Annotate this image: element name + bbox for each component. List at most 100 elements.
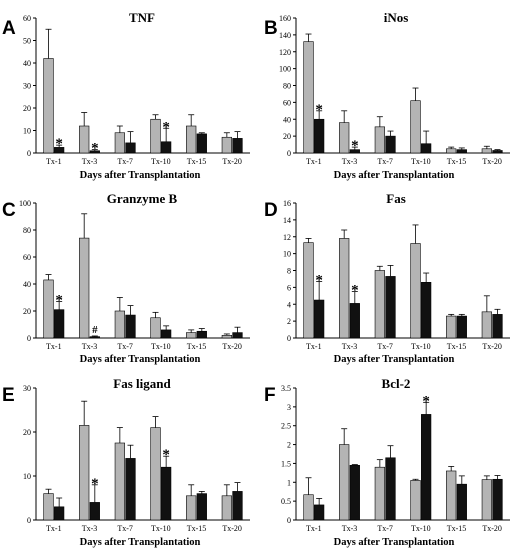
bar-series-b xyxy=(54,309,65,339)
bar-series-b xyxy=(385,135,396,154)
x-tick-label: Tx-10 xyxy=(151,342,171,351)
y-tick-label: 0 xyxy=(287,516,291,525)
panel-label-d: D xyxy=(264,200,278,221)
panel-title-c: Granzyme B xyxy=(106,191,178,206)
bar-series-a xyxy=(150,118,161,154)
chart-fas: 0 2 4 6 8 10 12 14 16 Tx-1 Tx-3 Tx-7 Tx-10 Tx-15 Tx-20… xyxy=(283,199,510,351)
bar-series-a xyxy=(481,479,492,521)
chart-fas-ligand: 0 10 20 30 Tx-1 Tx-3 Tx-7 Tx-10 Tx-15 Tx-20 * * xyxy=(23,384,250,533)
bar-series-b xyxy=(314,118,325,154)
bar-series-a xyxy=(446,148,457,154)
y-tick-label: 160 xyxy=(279,14,291,23)
bar-series-a xyxy=(114,310,125,339)
y-tick-label: 14 xyxy=(283,216,291,225)
y-tick-label: 50 xyxy=(23,37,31,46)
significance-marker: * xyxy=(315,272,323,288)
y-tick-label: 60 xyxy=(283,98,291,107)
significance-marker: # xyxy=(92,324,98,336)
y-tick-label: 20 xyxy=(23,104,31,113)
x-tick-label: Tx-7 xyxy=(377,342,393,351)
x-tick-label: Tx-3 xyxy=(82,342,98,351)
bar-series-b xyxy=(314,299,325,339)
y-tick-label: 10 xyxy=(283,250,291,259)
x-axis-label-a: Days after Transplantation xyxy=(79,170,201,181)
bar-series-a xyxy=(221,335,232,339)
bar-series-a xyxy=(339,122,350,154)
bar-series-a xyxy=(221,136,232,154)
y-tick-label: 0.5 xyxy=(281,497,291,506)
y-tick-label: 20 xyxy=(23,307,31,316)
significance-marker: * xyxy=(162,447,170,463)
bar-series-b xyxy=(421,282,432,339)
bar-series-a xyxy=(79,125,90,154)
y-tick-label: 0 xyxy=(287,149,291,158)
panel-title-f: Bcl-2 xyxy=(381,376,411,391)
x-tick-label: Tx-15 xyxy=(447,157,467,166)
bar-series-b xyxy=(161,141,172,154)
y-tick-label: 60 xyxy=(23,253,31,262)
bar-series-b xyxy=(456,315,467,339)
bar-series-a xyxy=(43,279,54,339)
bar-series-a xyxy=(221,495,232,521)
significance-marker: * xyxy=(55,293,63,309)
x-tick-label: Tx-20 xyxy=(222,342,242,351)
y-tick-label: 16 xyxy=(283,199,291,208)
x-tick-label: Tx-15 xyxy=(187,342,207,351)
x-tick-label: Tx-20 xyxy=(482,157,502,166)
y-tick-label: 80 xyxy=(23,226,31,235)
bar-series-b xyxy=(196,330,207,339)
x-axis-label-f: Days after Transplantation xyxy=(333,537,455,548)
significance-marker: * xyxy=(422,393,430,409)
x-tick-label: Tx-15 xyxy=(187,524,207,533)
x-axis-label-c: Days after Transplantation xyxy=(79,354,201,365)
bar-series-b xyxy=(196,493,207,521)
bar-series-a xyxy=(410,100,421,154)
bar-series-b xyxy=(492,150,503,154)
y-tick-label: 2 xyxy=(287,317,291,326)
bar-series-b xyxy=(125,142,136,154)
bar-series-a xyxy=(303,242,314,339)
bar-series-a xyxy=(481,311,492,339)
y-tick-label: 100 xyxy=(19,199,31,208)
bar-series-b xyxy=(196,133,207,154)
x-axis-label-b: Days after Transplantation xyxy=(333,170,455,181)
x-tick-label: Tx-1 xyxy=(306,524,322,533)
y-tick-label: 30 xyxy=(23,82,31,91)
x-tick-label: Tx-15 xyxy=(447,524,467,533)
y-tick-label: 2.5 xyxy=(281,422,291,431)
bar-series-a xyxy=(150,317,161,339)
y-tick-label: 10 xyxy=(23,472,31,481)
y-tick-label: 80 xyxy=(283,82,291,91)
panel-label-a: A xyxy=(2,18,16,39)
chart-granzyme-b: 0 20 40 60 80 100 Tx-1 Tx-3 Tx-7 Tx-10 Tx-15 Tx-20 *… xyxy=(19,199,250,351)
y-tick-label: 1.5 xyxy=(281,459,291,468)
panel-label-c: C xyxy=(2,200,16,221)
bar-series-b xyxy=(161,466,172,521)
bar-series-a xyxy=(481,148,492,154)
x-tick-label: Tx-20 xyxy=(222,157,242,166)
x-tick-label: Tx-20 xyxy=(222,524,242,533)
x-tick-label: Tx-3 xyxy=(342,157,358,166)
bar-series-b xyxy=(314,504,325,521)
bar-series-b xyxy=(125,314,136,339)
bar-series-a xyxy=(114,442,125,521)
significance-marker: * xyxy=(351,138,359,154)
panel-title-a: TNF xyxy=(129,10,155,25)
bar-series-a xyxy=(446,470,457,521)
bar-series-a xyxy=(43,493,54,521)
panel-label-f: F xyxy=(264,385,276,406)
y-tick-label: 0 xyxy=(287,334,291,343)
x-tick-label: Tx-1 xyxy=(46,524,62,533)
y-tick-label: 4 xyxy=(287,300,291,309)
chart-tnf: 0 10 20 30 40 50 60 Tx-1 Tx-3 Tx-7 Tx-10 Tx-15 Tx-20… xyxy=(23,14,250,166)
x-tick-label: Tx-15 xyxy=(187,157,207,166)
x-tick-label: Tx-7 xyxy=(117,342,133,351)
bar-series-a xyxy=(79,425,90,521)
x-tick-label: Tx-10 xyxy=(411,524,431,533)
panel-title-b: iNos xyxy=(383,10,409,25)
bar-series-b xyxy=(492,478,503,521)
bar-series-b xyxy=(232,491,243,521)
y-tick-label: 1 xyxy=(287,478,291,487)
x-tick-label: Tx-20 xyxy=(482,524,502,533)
